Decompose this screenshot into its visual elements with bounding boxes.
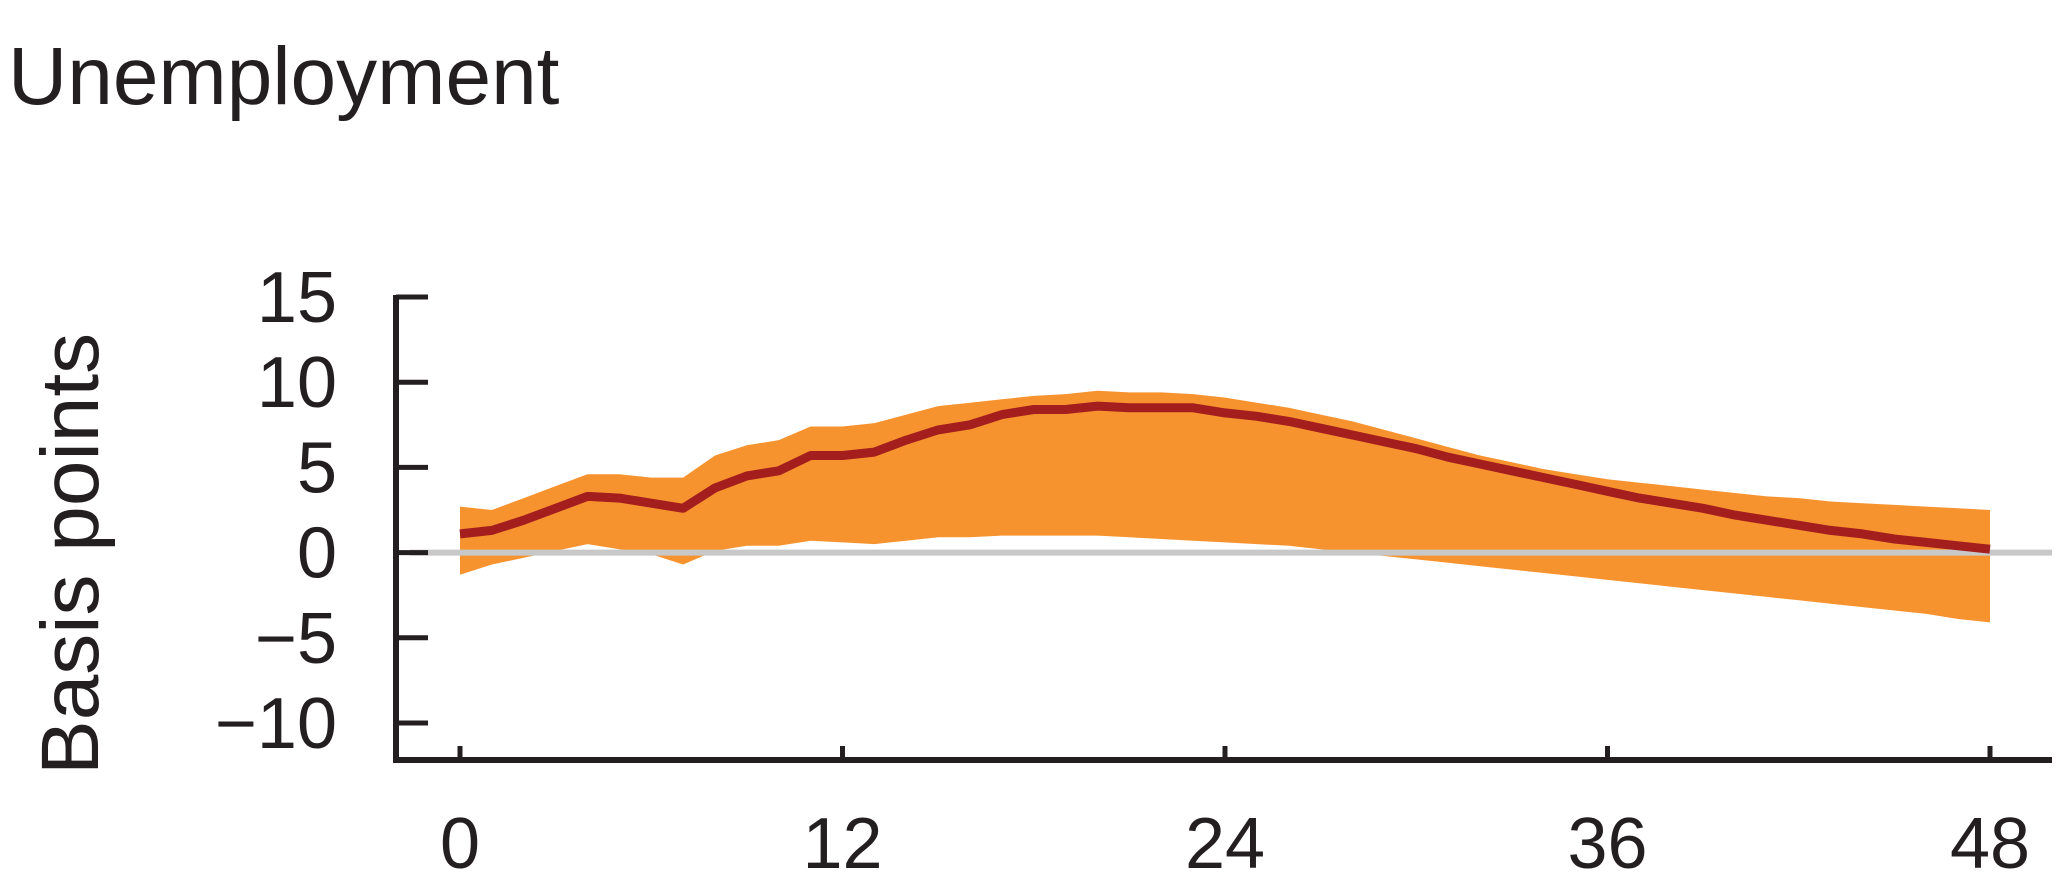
x-tick-label: 48 — [1950, 804, 2030, 884]
x-tick-label: 36 — [1567, 804, 1647, 884]
y-tick-label: 15 — [257, 258, 337, 338]
response-line — [459, 401, 1991, 554]
x-tick-label: 0 — [440, 804, 480, 884]
chart-title: Unemployment — [8, 31, 560, 122]
plot-area — [410, 390, 2052, 623]
y-axis-label: Basis points — [25, 333, 116, 775]
confidence-band — [460, 390, 1990, 623]
x-tick-label: 12 — [802, 804, 882, 884]
y-tick-label: −10 — [215, 684, 337, 764]
x-tick-label: 24 — [1185, 804, 1265, 884]
y-tick-label: 0 — [297, 514, 337, 594]
y-tick-label: 10 — [257, 343, 337, 423]
y-tick-label: −5 — [255, 599, 337, 679]
y-tick-label: 5 — [297, 428, 337, 508]
axes — [393, 294, 2052, 763]
